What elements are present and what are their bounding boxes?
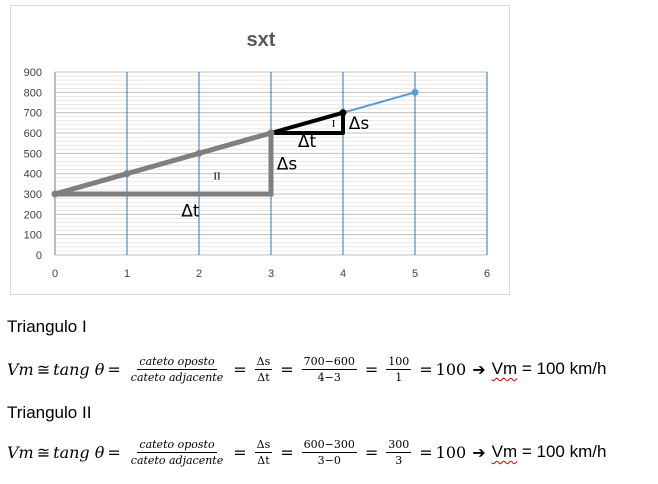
result: Vm = 100 km/h bbox=[492, 442, 607, 462]
chart-svg: sxt 0 100 200 300 400 500 600 700 800 900 0 1 2 3 4 5 6… bbox=[24, 29, 490, 280]
arrow-icon: ➔ bbox=[472, 442, 486, 462]
data-point bbox=[267, 129, 275, 137]
fraction-simplified: 100 1 bbox=[386, 354, 412, 384]
result-variable: Vm bbox=[491, 359, 518, 378]
tang-theta: tang θ bbox=[53, 442, 105, 462]
fraction-values: 700−600 4−3 bbox=[301, 354, 357, 384]
equals-sign: = bbox=[419, 442, 433, 462]
arrow-icon: ➔ bbox=[472, 359, 486, 379]
triangle-ii-legs bbox=[55, 133, 274, 197]
triangle-i-roman-label: I bbox=[332, 118, 336, 130]
equals-sign: = bbox=[233, 442, 247, 462]
lhs-vm: Vm bbox=[7, 359, 34, 379]
triangle-i-outline bbox=[269, 110, 345, 135]
heading-triangulo-i: Triangulo I bbox=[7, 317, 87, 336]
formula-triangulo-i: Vm ≅ tang θ = cateto oposto cateto adjac… bbox=[7, 349, 606, 389]
fraction-delta: Δs Δt bbox=[254, 437, 273, 467]
equals-sign: = bbox=[107, 442, 121, 462]
equals-sign: = bbox=[364, 442, 379, 462]
equals-sign: = bbox=[364, 359, 379, 379]
fraction-denominator: Δt bbox=[257, 453, 270, 467]
fraction-numerator: Δs bbox=[254, 437, 273, 453]
data-point bbox=[123, 170, 131, 178]
y-tick-labels: 0 100 200 300 400 500 600 700 800 900 bbox=[24, 67, 42, 262]
result-value: = 100 km/h bbox=[517, 442, 607, 461]
x-tick-label: 0 bbox=[52, 268, 58, 280]
equals-sign: = bbox=[107, 359, 121, 379]
x-tick-labels: 0 1 2 3 4 5 6 bbox=[52, 268, 490, 280]
fraction-numerator: 300 bbox=[386, 437, 412, 453]
y-tick-label: 200 bbox=[24, 209, 42, 221]
triangle-ii-hypotenuse bbox=[54, 130, 272, 197]
data-point bbox=[195, 149, 203, 157]
fraction-denominator: Δt bbox=[257, 370, 270, 384]
fraction-numerator: cateto oposto bbox=[137, 354, 217, 370]
triangle-ii bbox=[54, 130, 274, 197]
triangle-ii-roman-label: II bbox=[213, 171, 221, 183]
fraction-denominator: 4−3 bbox=[317, 370, 341, 384]
fraction-cateto: cateto oposto cateto adjacente bbox=[129, 438, 225, 467]
x-tick-label: 1 bbox=[124, 268, 130, 280]
triangle-i bbox=[269, 110, 345, 135]
triangle-ii-ds-label: Δs bbox=[277, 155, 298, 175]
y-tick-label: 700 bbox=[24, 108, 42, 120]
equals-sign: = bbox=[280, 442, 294, 462]
fraction-denominator: 3−0 bbox=[317, 453, 341, 467]
fraction-denominator: 1 bbox=[395, 370, 403, 384]
x-tick-label: 4 bbox=[340, 268, 346, 280]
equals-sign: = bbox=[419, 359, 433, 379]
x-tick-label: 3 bbox=[268, 268, 274, 280]
equals-sign: = bbox=[233, 359, 247, 379]
result-value: = 100 km/h bbox=[517, 359, 607, 378]
triangle-ii-dt-label: Δt bbox=[181, 201, 200, 221]
fraction-denominator: cateto adjacente bbox=[130, 370, 224, 384]
formula-value: 100 bbox=[435, 442, 467, 462]
formula-triangulo-ii: Vm ≅ tang θ = cateto oposto cateto adjac… bbox=[7, 432, 606, 472]
y-tick-label: 800 bbox=[24, 87, 42, 99]
formula-value: 100 bbox=[435, 359, 467, 379]
fraction-cateto: cateto oposto cateto adjacente bbox=[129, 355, 225, 384]
fraction-numerator: 700−600 bbox=[301, 354, 357, 370]
y-tick-label: 100 bbox=[24, 230, 42, 242]
y-tick-label: 600 bbox=[24, 128, 42, 140]
data-point bbox=[339, 109, 347, 117]
data-point bbox=[411, 88, 419, 96]
data-points bbox=[51, 88, 419, 198]
fraction-denominator: cateto adjacente bbox=[130, 453, 224, 467]
result-variable: Vm bbox=[491, 442, 518, 461]
fraction-values: 600−300 3−0 bbox=[301, 437, 357, 467]
y-tick-label: 300 bbox=[24, 189, 42, 201]
fraction-simplified: 300 3 bbox=[386, 437, 412, 467]
y-tick-label: 0 bbox=[36, 250, 42, 262]
x-tick-label: 5 bbox=[412, 268, 418, 280]
approx-sign: ≅ bbox=[36, 359, 51, 379]
fraction-numerator: cateto oposto bbox=[137, 437, 217, 453]
y-tick-label: 900 bbox=[24, 67, 42, 79]
heading-triangulo-ii: Triangulo II bbox=[7, 403, 92, 422]
y-tick-label: 500 bbox=[24, 148, 42, 160]
fraction-numerator: 600−300 bbox=[301, 437, 357, 453]
fraction-numerator: Δs bbox=[254, 354, 273, 370]
data-point bbox=[51, 190, 59, 198]
fraction-delta: Δs Δt bbox=[254, 354, 273, 384]
equals-sign: = bbox=[280, 359, 294, 379]
chart-title: sxt bbox=[247, 29, 276, 51]
fraction-denominator: 3 bbox=[395, 453, 403, 467]
sxt-chart: sxt 0 100 200 300 400 500 600 700 800 900 0 1 2 3 4 5 6… bbox=[10, 5, 510, 295]
approx-sign: ≅ bbox=[36, 442, 51, 462]
y-tick-label: 400 bbox=[24, 169, 42, 181]
tang-theta: tang θ bbox=[53, 359, 105, 379]
fraction-numerator: 100 bbox=[386, 354, 412, 370]
result: Vm = 100 km/h bbox=[492, 359, 607, 379]
lhs-vm: Vm bbox=[7, 442, 34, 462]
triangle-i-dt-label: Δt bbox=[298, 132, 317, 152]
x-tick-label: 6 bbox=[484, 268, 490, 280]
triangle-i-ds-label: Δs bbox=[349, 114, 370, 134]
x-tick-label: 2 bbox=[196, 268, 202, 280]
